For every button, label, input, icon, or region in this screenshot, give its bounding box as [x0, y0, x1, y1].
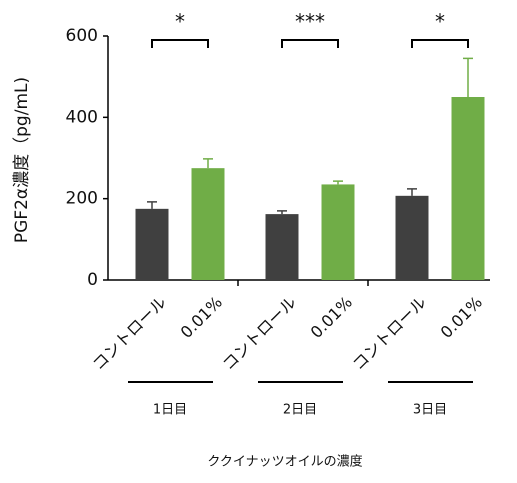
y-tick-label: 600: [66, 26, 98, 46]
y-axis-label: PGF2α濃度（pg/mL): [12, 77, 32, 243]
significance-bracket: [411, 39, 469, 48]
bar: [191, 168, 225, 280]
error-bar: [407, 188, 417, 196]
y-tick-label: 400: [66, 107, 98, 127]
error-bar: [203, 158, 213, 169]
y-tick-label: 200: [66, 189, 98, 209]
significance-bracket: [281, 39, 339, 48]
error-bar: [277, 210, 287, 215]
x-tick-label: コントロール: [219, 293, 300, 374]
x-tick-label: 0.01%: [437, 293, 486, 342]
significance-label: *: [435, 10, 445, 34]
x-tick-label: コントロール: [349, 293, 430, 374]
error-bar: [463, 57, 473, 97]
error-bar: [147, 201, 157, 209]
group-label: 1日目: [153, 403, 187, 418]
significance-label: ***: [295, 10, 325, 34]
x-axis-label: ククイナッツオイルの濃度: [207, 454, 362, 470]
bar: [451, 97, 485, 280]
group-label: 3日目: [413, 403, 447, 418]
bar: [321, 184, 355, 280]
group-label: 2日目: [283, 403, 317, 418]
bar: [265, 214, 299, 280]
significance-label: *: [175, 10, 185, 34]
error-bar: [333, 180, 343, 185]
significance-bracket: [151, 39, 209, 48]
x-tick-label: コントロール: [89, 293, 170, 374]
y-tick-label: 0: [87, 270, 98, 290]
x-tick-label: 0.01%: [177, 293, 226, 342]
bar: [135, 208, 169, 280]
x-tick-label: 0.01%: [307, 293, 356, 342]
bar: [395, 195, 429, 280]
